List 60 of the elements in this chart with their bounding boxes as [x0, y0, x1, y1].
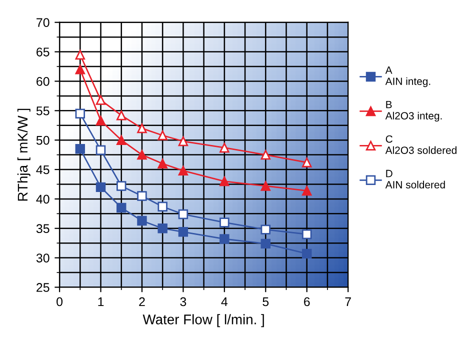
point: [158, 158, 168, 168]
point: [96, 95, 106, 105]
point: [260, 181, 270, 191]
point: [178, 209, 188, 220]
x-tick-label: 7: [345, 297, 351, 306]
point: [96, 116, 106, 126]
point: [302, 158, 312, 168]
point: [116, 110, 126, 120]
y-tick-label: 55: [36, 106, 50, 116]
y-tick-label: 35: [36, 224, 50, 234]
point: [137, 216, 147, 226]
y-tick-label: 25: [36, 283, 50, 292]
legend-label: C Al2O3 soldered: [385, 135, 456, 154]
y-tick-label: 30: [36, 254, 50, 262]
point: [158, 202, 168, 212]
x-tick-label: 0: [56, 297, 63, 306]
y-tick-label: 70: [36, 18, 50, 28]
y-tick-label: 65: [36, 48, 50, 56]
x-tick-label: 3: [180, 297, 186, 306]
point: [260, 224, 270, 234]
point: [116, 135, 126, 145]
point: [178, 227, 188, 237]
x-tick-label: 1: [98, 297, 104, 306]
legend-label: D AIN soldered: [385, 170, 445, 188]
point: [116, 202, 126, 213]
point: [75, 64, 86, 74]
point: [260, 150, 270, 160]
point: [137, 191, 147, 201]
y-axis-title: RThja [ mK/W ]: [17, 108, 30, 201]
legend-label: B Al2O3 integ.: [385, 100, 442, 122]
legend-label: A AIN integ.: [385, 66, 430, 88]
x-tick-label: 4: [221, 297, 228, 306]
point: [220, 234, 230, 244]
point: [75, 108, 86, 118]
point: [96, 182, 106, 192]
point: [116, 181, 126, 191]
point: [220, 142, 230, 153]
point: [178, 136, 188, 146]
point: [158, 224, 168, 234]
point: [302, 248, 312, 259]
point: [137, 123, 147, 134]
y-tick-label: 60: [36, 77, 50, 86]
x-tick-label: 2: [139, 297, 145, 306]
point: [302, 229, 312, 240]
point: [220, 218, 230, 228]
x-tick-label: 5: [262, 297, 269, 306]
x-tick-label: 6: [304, 297, 310, 306]
point: [260, 238, 270, 249]
point: [158, 130, 168, 140]
point: [137, 150, 147, 160]
point: [75, 50, 86, 60]
y-tick-label: 45: [36, 165, 50, 174]
point: [302, 186, 312, 196]
y-tick-label: 50: [36, 136, 50, 145]
point: [96, 145, 106, 155]
point: [75, 144, 86, 154]
point: [178, 166, 188, 176]
y-tick-label: 40: [36, 194, 50, 204]
x-axis-title: Water Flow [ l/min. ]: [142, 314, 264, 328]
point: [220, 176, 230, 186]
